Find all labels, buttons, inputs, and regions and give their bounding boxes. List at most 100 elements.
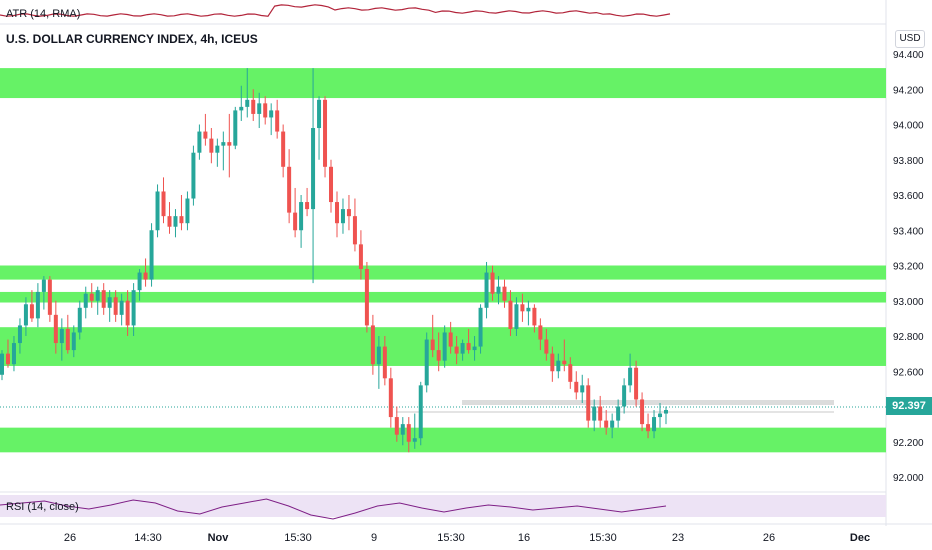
candle-up[interactable] [418,385,423,439]
candle-down[interactable] [538,325,543,340]
candle-down[interactable] [586,385,591,421]
candle-down[interactable] [101,290,106,308]
candle-down[interactable] [346,209,351,217]
candle-down[interactable] [203,131,208,139]
candle-down[interactable] [263,103,268,118]
atr-indicator-label[interactable]: ATR (14, RMA) [6,8,81,20]
candle-up[interactable] [35,291,40,319]
candle-down[interactable] [125,300,130,326]
candle-down[interactable] [287,166,292,213]
candle-up[interactable] [424,339,429,386]
candle-up[interactable] [239,106,244,111]
candle-up[interactable] [221,142,226,146]
candle-up[interactable] [95,290,100,301]
candle-down[interactable] [5,353,10,365]
candle-up[interactable] [0,353,4,375]
candle-up[interactable] [137,272,142,291]
candle-down[interactable] [568,364,573,382]
candle-down[interactable] [47,279,52,315]
candle-down[interactable] [113,297,118,315]
candle-down[interactable] [323,99,328,167]
candle-up[interactable] [185,198,190,224]
candle-down[interactable] [502,286,507,301]
candle-down[interactable] [227,142,232,146]
candle-down[interactable] [562,360,567,365]
candle-up[interactable] [131,290,136,326]
candle-up[interactable] [472,346,477,351]
candle-down[interactable] [430,339,435,351]
candle-down[interactable] [364,269,369,326]
candle-down[interactable] [358,244,363,270]
candle-up[interactable] [460,343,465,354]
candle-down[interactable] [370,325,375,365]
candle-up[interactable] [580,385,585,393]
candle-up[interactable] [71,332,76,351]
support-resistance-zone[interactable] [0,68,886,99]
candle-down[interactable] [634,367,639,400]
candle-up[interactable] [340,209,345,224]
candle-up[interactable] [191,152,196,199]
candle-up[interactable] [496,286,501,294]
candle-down[interactable] [143,272,148,280]
candle-down[interactable] [161,191,166,217]
candle-up[interactable] [59,328,64,344]
support-resistance-zone[interactable] [0,291,886,303]
rsi-indicator-label[interactable]: RSI (14, close) [6,501,79,513]
candle-down[interactable] [382,346,387,379]
candle-down[interactable] [65,328,70,351]
candle-up[interactable] [628,367,633,386]
support-resistance-zone[interactable] [0,427,886,453]
candle-up[interactable] [269,110,274,118]
candle-up[interactable] [556,360,561,372]
candle-up[interactable] [215,145,220,153]
candle-up[interactable] [119,300,124,315]
candle-down[interactable] [490,272,495,294]
drawn-range-box[interactable] [462,400,834,405]
currency-badge[interactable]: USD [895,30,925,48]
candle-down[interactable] [646,424,651,432]
candle-up[interactable] [652,417,657,432]
candle-down[interactable] [454,346,459,354]
candle-down[interactable] [604,420,609,428]
candle-up[interactable] [400,424,405,435]
candle-up[interactable] [442,332,447,361]
candle-up[interactable] [77,307,82,333]
candle-up[interactable] [299,202,304,231]
candle-down[interactable] [281,131,286,167]
candle-up[interactable] [622,385,627,407]
candle-down[interactable] [508,300,513,329]
candle-up[interactable] [311,128,316,210]
candle-up[interactable] [484,272,489,308]
candle-down[interactable] [520,304,525,312]
candle-down[interactable] [448,332,453,347]
candle-up[interactable] [478,307,483,347]
candle-down[interactable] [394,417,399,435]
candle-down[interactable] [167,216,172,227]
candle-down[interactable] [29,304,34,319]
candle-up[interactable] [257,103,262,114]
candle-down[interactable] [293,212,298,231]
candle-down[interactable] [209,138,214,153]
candle-up[interactable] [83,293,88,308]
candle-down[interactable] [352,216,357,245]
candle-up[interactable] [17,325,22,344]
candle-up[interactable] [376,346,381,365]
candle-down[interactable] [329,166,334,203]
candle-up[interactable] [11,343,16,365]
candle-down[interactable] [334,202,339,224]
candle-up[interactable] [23,304,28,326]
candle-down[interactable] [436,350,441,361]
candle-up[interactable] [610,420,615,428]
candle-down[interactable] [406,424,411,442]
candle-up[interactable] [592,406,597,421]
candle-down[interactable] [532,307,537,326]
candle-up[interactable] [616,406,621,421]
candle-up[interactable] [514,304,519,329]
candle-down[interactable] [640,399,645,425]
candle-down[interactable] [550,353,555,372]
candle-up[interactable] [233,110,238,146]
candle-up[interactable] [664,410,668,414]
candle-up[interactable] [173,216,178,227]
candle-down[interactable] [53,314,58,344]
